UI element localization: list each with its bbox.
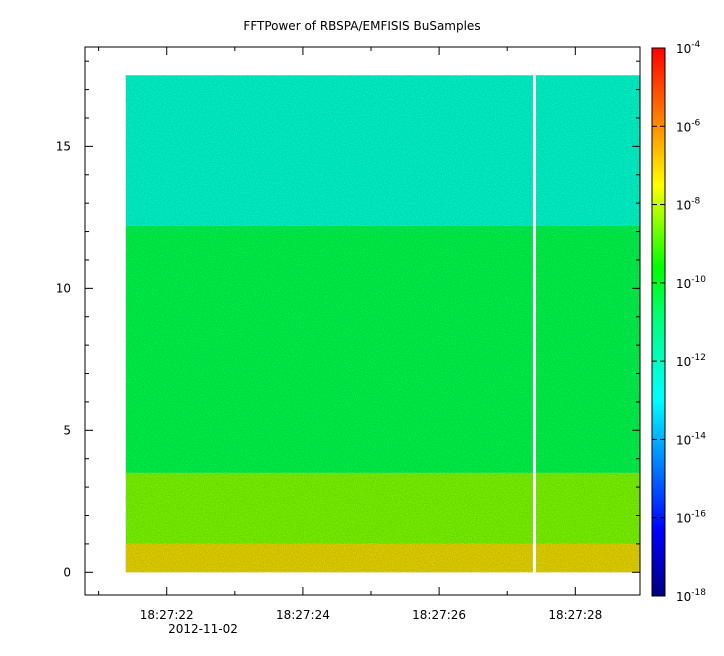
x-tick-label-3: 18:27:28 <box>548 608 602 622</box>
colorbar-tick-label: 10-12 <box>676 353 706 369</box>
colorbar-tick-label: 10-6 <box>676 118 701 134</box>
y-axis: 0 5 10 15 <box>56 60 640 579</box>
y-tick-label-0: 0 <box>63 565 71 579</box>
y-tick-label-5: 5 <box>63 423 71 437</box>
colorbar-tick-label: 10-4 <box>676 40 701 56</box>
chart-title: FFTPower of RBSPA/EMFISIS BuSamples <box>243 19 480 33</box>
colorbar-tick-label: 10-10 <box>676 275 706 291</box>
y-tick-label-15: 15 <box>56 139 71 153</box>
x-tick-label-0: 18:27:22 <box>140 608 194 622</box>
x-axis: 18:27:22 18:27:24 18:27:26 18:27:28 <box>98 47 602 622</box>
colorbar-tick-label: 10-8 <box>676 197 701 213</box>
colorbar-tick-label: 10-16 <box>676 510 706 526</box>
colorbar <box>651 47 666 597</box>
spectrogram-plot-area <box>125 75 641 573</box>
x-tick-label-2: 18:27:26 <box>412 608 466 622</box>
data-gap <box>532 75 536 573</box>
spectrogram-texture <box>125 75 641 573</box>
x-date-label: 2012-11-02 <box>168 622 238 636</box>
colorbar-axis: 10-4 10-6 10-8 10-10 10-12 10-14 10-16 10-18 <box>652 40 706 604</box>
plot-frame <box>84 46 641 596</box>
x-tick-label-1: 18:27:24 <box>276 608 330 622</box>
colorbar-tick-label: 10-18 <box>676 588 706 604</box>
y-tick-label-10: 10 <box>56 281 71 295</box>
colorbar-tick-label: 10-14 <box>676 431 706 447</box>
